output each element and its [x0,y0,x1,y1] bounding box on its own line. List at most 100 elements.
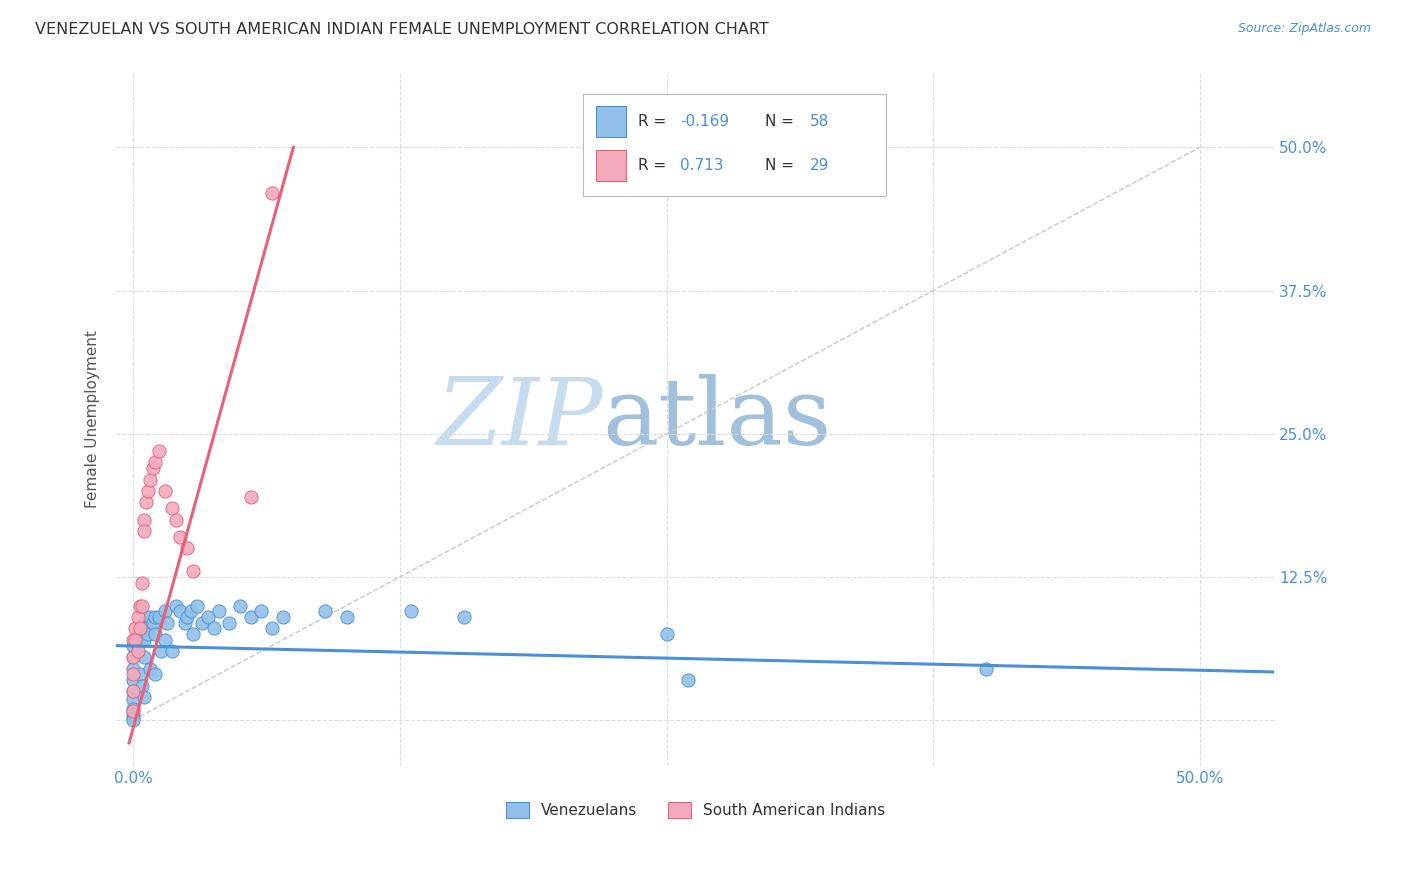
Text: atlas: atlas [603,375,832,465]
Point [122,661,145,675]
Point [132,615,155,630]
Text: VENEZUELAN VS SOUTH AMERICAN INDIAN FEMALE UNEMPLOYMENT CORRELATION CHART: VENEZUELAN VS SOUTH AMERICAN INDIAN FEMA… [35,22,769,37]
Point [143,667,166,681]
Bar [596,106,626,136]
Point [122,713,145,727]
Point [131,622,153,636]
Point [135,495,157,509]
Point [399,604,422,618]
Point [122,701,145,715]
Text: N =: N = [765,158,799,173]
Point [131,599,153,613]
Point [141,615,163,630]
Point [122,684,145,698]
Point [148,610,170,624]
Bar [596,150,626,181]
Point [122,707,145,722]
Text: R =: R = [638,114,671,128]
Point [260,622,283,636]
Point [181,564,204,578]
Legend: Venezuelans, South American Indians: Venezuelans, South American Indians [499,796,891,824]
Point [169,530,191,544]
Text: 0.713: 0.713 [681,158,724,173]
Point [143,455,166,469]
Point [128,599,150,613]
Point [127,632,149,647]
Point [122,639,145,653]
Point [176,610,198,624]
Point [260,186,283,201]
Point [128,627,150,641]
Point [165,513,187,527]
Point [132,690,155,705]
Point [139,661,162,675]
Text: -0.169: -0.169 [681,114,730,128]
Point [173,615,195,630]
Point [132,524,155,538]
Point [160,501,183,516]
Point [124,632,146,647]
Point [176,541,198,556]
Point [208,604,231,618]
Point [156,615,179,630]
Point [165,599,187,613]
Point [132,650,155,665]
Point [127,644,149,658]
Text: R =: R = [638,158,676,173]
Point [190,615,212,630]
Point [180,604,202,618]
Point [128,667,150,681]
Point [122,650,145,665]
Point [229,599,252,613]
Point [239,610,262,624]
Point [160,644,183,658]
Point [976,661,998,675]
Text: 58: 58 [810,114,830,128]
Point [655,627,678,641]
Point [135,622,157,636]
Point [122,632,145,647]
Point [127,644,149,658]
Text: 29: 29 [810,158,830,173]
Point [150,644,173,658]
Point [155,604,177,618]
Point [250,604,273,618]
Point [136,627,159,641]
Point [314,604,336,618]
Point [132,632,155,647]
Point [148,444,170,458]
Text: Source: ZipAtlas.com: Source: ZipAtlas.com [1237,22,1371,36]
Y-axis label: Female Unemployment: Female Unemployment [86,331,100,508]
Point [141,461,163,475]
Point [136,483,159,498]
Point [336,610,359,624]
Point [271,610,294,624]
Point [124,622,146,636]
Point [122,684,145,698]
Point [127,610,149,624]
Point [197,610,219,624]
Text: ZIP: ZIP [436,375,603,465]
Point [676,673,699,687]
Point [122,704,145,718]
Point [143,627,166,641]
Point [239,490,262,504]
Point [122,692,145,706]
Point [128,622,150,636]
Point [122,673,145,687]
Point [122,711,145,725]
Text: N =: N = [765,114,799,128]
Point [155,632,177,647]
Point [143,610,166,624]
Point [139,473,162,487]
Point [131,679,153,693]
Point [453,610,475,624]
Point [139,610,162,624]
Point [155,483,177,498]
Point [122,667,145,681]
Point [132,513,155,527]
Point [218,615,240,630]
Point [181,627,204,641]
Point [186,599,208,613]
Point [131,575,153,590]
